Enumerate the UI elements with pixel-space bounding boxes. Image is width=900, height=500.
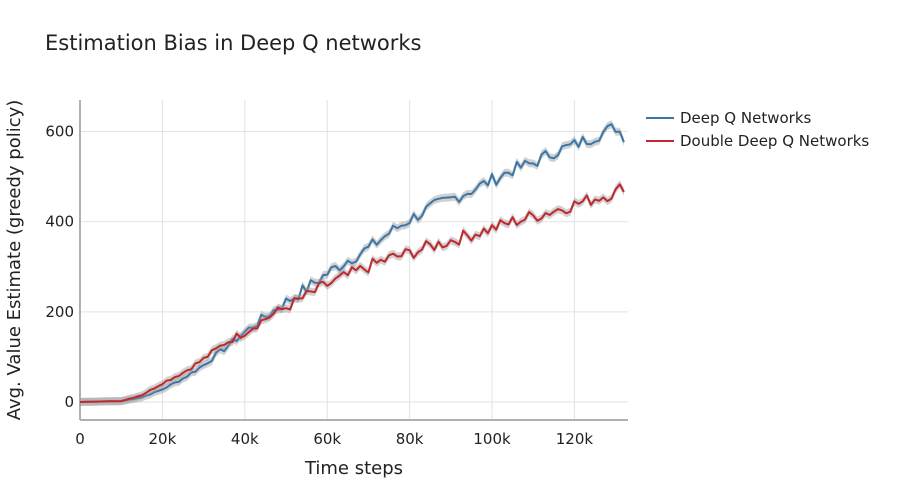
chart-title: Estimation Bias in Deep Q networks — [45, 31, 422, 55]
tick-labels: 0 20k 40k 60k 80k 100k 120k 0 200 400 600 — [45, 123, 593, 448]
y-tick-label: 200 — [45, 303, 74, 321]
series-lines — [79, 120, 625, 406]
y-axis-label: Avg. Value Estimate (greedy policy) — [4, 100, 25, 421]
legend-label-deep-q: Deep Q Networks — [680, 109, 812, 127]
y-tick-label: 0 — [64, 393, 74, 411]
x-tick-label: 0 — [75, 430, 85, 448]
double-deep-q-confidence-band — [80, 180, 624, 406]
x-axis-label: Time steps — [304, 458, 403, 479]
y-tick-label: 400 — [45, 213, 74, 231]
legend-label-double-deep-q: Double Deep Q Networks — [680, 132, 869, 150]
axes — [79, 100, 628, 421]
double-deep-q-line — [79, 183, 625, 403]
x-tick-label: 80k — [396, 430, 424, 448]
x-tick-label: 60k — [313, 430, 341, 448]
legend: Deep Q Networks Double Deep Q Networks — [646, 109, 869, 150]
gridlines — [79, 100, 628, 420]
y-tick-label: 600 — [45, 123, 74, 141]
x-tick-label: 120k — [556, 430, 594, 448]
x-tick-label: 100k — [473, 430, 511, 448]
x-tick-label: 40k — [231, 430, 259, 448]
x-tick-label: 20k — [149, 430, 177, 448]
deep-q-line — [79, 123, 625, 403]
